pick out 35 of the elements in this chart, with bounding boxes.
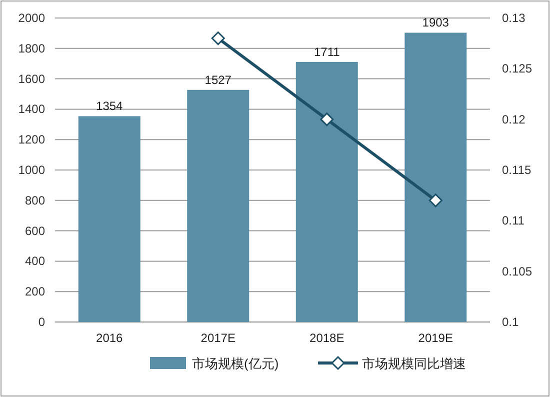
y-tick-label: 1400	[18, 102, 46, 116]
y-tick-label: 400	[24, 254, 46, 268]
y-tick-label: 600	[24, 224, 46, 238]
bar	[78, 116, 140, 322]
legend-label: 市场规模(亿元)	[192, 356, 279, 371]
data-label: 1354	[96, 99, 124, 114]
x-tick-label: 2018E	[310, 331, 344, 345]
bar	[296, 62, 358, 322]
point	[428, 194, 442, 208]
data-label: 1903	[422, 16, 450, 30]
y2-tick-label: 0.105	[502, 264, 532, 278]
y-tick-label: 1600	[18, 72, 46, 86]
y2-tick-label: 0.1	[502, 315, 520, 329]
y2-tick-label: 0.115	[502, 163, 532, 177]
y2-tick-label: 0.125	[502, 62, 532, 76]
y-tick-label: 1200	[18, 132, 46, 147]
legend-label: 市场规模同比增速	[362, 356, 466, 371]
x-tick-label: 2017E	[200, 331, 236, 345]
y-tick-label: 0	[38, 315, 46, 329]
bar	[187, 90, 250, 322]
data-label: 1711	[314, 44, 340, 59]
bar	[404, 32, 467, 322]
y2-tick-label: 0.13	[502, 11, 526, 25]
y-tick-label: 1000	[18, 163, 46, 177]
y-tick-label: 800	[24, 193, 46, 208]
y-tick-label: 1800	[18, 41, 46, 56]
y2-tick-label: 0.11	[502, 214, 525, 228]
point	[320, 112, 334, 126]
x-tick-label: 2016	[96, 331, 124, 345]
y-tick-label: 2000	[18, 11, 46, 25]
y-tick-label: 200	[24, 284, 46, 299]
x-tick-label: 2019E	[418, 331, 453, 345]
data-label: 1527	[204, 72, 232, 87]
point	[211, 32, 225, 46]
y2-tick-label: 0.12	[502, 112, 526, 126]
